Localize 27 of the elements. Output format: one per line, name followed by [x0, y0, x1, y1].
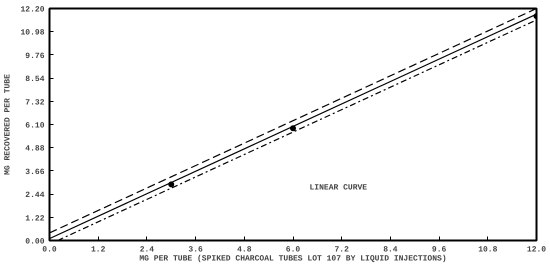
y-tick-label: 7.32 — [25, 98, 45, 108]
x-tick-label: 1.2 — [91, 246, 106, 254]
x-tick-label: 3.6 — [188, 246, 203, 254]
x-tick-label: 8.4 — [383, 246, 398, 254]
y-tick-label: 8.54 — [25, 75, 45, 84]
x-tick-label: 9.6 — [432, 246, 446, 254]
y-tick-label: 4.88 — [25, 144, 45, 154]
y-tick-label: 10.98 — [20, 28, 45, 38]
y-tick-label: 12.20 — [20, 6, 45, 14]
y-axis-title: MG RECOVERED PER TUBE — [3, 74, 12, 175]
point — [168, 181, 174, 188]
y-tick-label: 6.10 — [25, 122, 45, 130]
x-tick-label: 2.4 — [140, 246, 154, 254]
x-tick-label: 10.8 — [478, 246, 498, 254]
x-tick-label: 4.8 — [237, 246, 252, 254]
annotation: LINEAR CURVE — [310, 184, 368, 192]
x-axis-title: MG PER TUBE (SPIKED CHARCOAL TUBES LOT 107 BY LIQUID INJECTIONS) — [139, 254, 447, 264]
y-tick-label: 9.76 — [25, 52, 45, 61]
y-tick-label: 0.00 — [25, 238, 45, 246]
x-tick-label: 0.0 — [42, 246, 57, 254]
y-tick-label: 2.44 — [25, 191, 45, 200]
point — [290, 125, 296, 132]
x-tick-label: 6.0 — [286, 246, 300, 254]
x-tick-label: 7.2 — [334, 246, 350, 254]
x-tick-label: 12.0 — [526, 246, 546, 254]
y-tick-label: 3.66 — [25, 168, 45, 177]
y-tick-label: 1.22 — [25, 214, 45, 224]
